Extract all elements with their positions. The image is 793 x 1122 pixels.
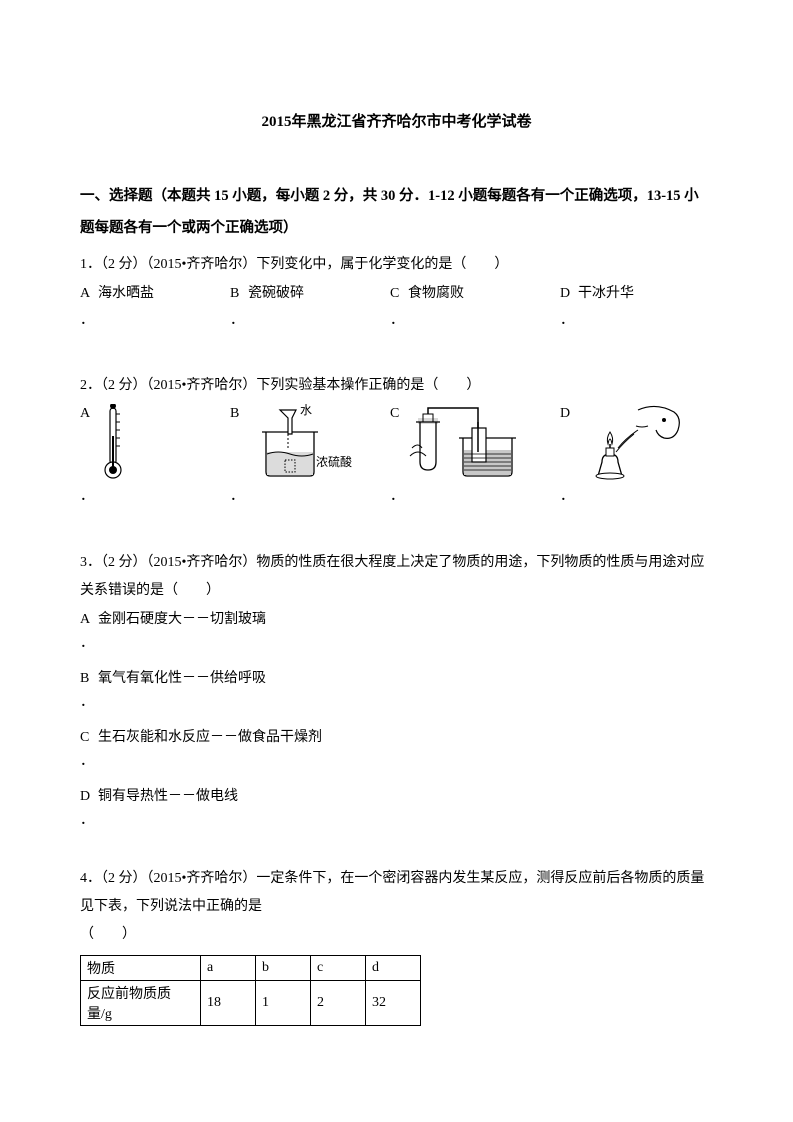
q1-option-c: C 食物腐败 [390, 281, 560, 306]
q3-options: A 金刚石硬度大－－切割玻璃 ． B 氧气有氧化性－－供给呼吸 ． C 生石灰能… [80, 607, 713, 833]
q3-option-b: B 氧气有氧化性－－供给呼吸 [80, 666, 713, 693]
q1-option-a: A 海水晒盐 [80, 281, 230, 306]
option-text: 食物腐败 [408, 281, 560, 306]
option-text: 干冰升华 [578, 281, 710, 306]
option-text: 海水晒盐 [98, 281, 230, 306]
dot: ． [560, 310, 710, 332]
option-letter: D [560, 404, 578, 422]
option-text: 生石灰能和水反应－－做食品干燥剂 [98, 725, 713, 752]
q4-table: 物质 a b c d 反应前物质质量/g 18 1 2 32 [80, 955, 421, 1026]
option-text: 瓷碗破碎 [248, 281, 390, 306]
table-cell: 反应前物质质量/g [81, 980, 201, 1025]
dot: ． [390, 310, 560, 332]
dot: ． [80, 486, 230, 508]
q1-stem: 1．（2 分）（2015•齐齐哈尔）下列变化中，属于化学变化的是（ ） [80, 251, 713, 279]
page-title: 2015年黑龙江省齐齐哈尔市中考化学试卷 [80, 110, 713, 131]
option-text: 铜有导热性－－做电线 [98, 784, 713, 811]
dot: ． [80, 692, 713, 714]
table-cell: d [366, 955, 421, 980]
option-letter: C [390, 404, 408, 422]
dot: ． [230, 486, 390, 508]
q2-dots: ． ． ． ． [80, 486, 713, 508]
q1-option-d: D 干冰升华 [560, 281, 710, 306]
q1-option-b: B 瓷碗破碎 [230, 281, 390, 306]
q2-option-d: D [560, 404, 710, 482]
table-cell: 物质 [81, 955, 201, 980]
q2-stem: 2．（2 分）（2015•齐齐哈尔）下列实验基本操作正确的是（ ） [80, 372, 713, 400]
dilute-acid-icon: 水 浓硫酸 [248, 404, 358, 482]
option-letter: B [230, 404, 248, 422]
option-letter: C [80, 725, 98, 752]
q3-option-c: C 生石灰能和水反应－－做食品干燥剂 [80, 725, 713, 752]
dot: ． [80, 810, 713, 832]
q2-option-c: C [390, 404, 560, 482]
q3-option-a: A 金刚石硬度大－－切割玻璃 [80, 607, 713, 634]
q2-option-a: A [80, 404, 230, 482]
blow-lamp-icon [578, 404, 688, 482]
option-text: 金刚石硬度大－－切割玻璃 [98, 607, 713, 634]
gas-collect-icon [408, 404, 528, 482]
table-cell: 18 [201, 980, 256, 1025]
dot: ． [560, 486, 710, 508]
option-letter: A [80, 404, 98, 422]
q4-stem-line2: （ ） [80, 921, 713, 949]
acid-label: 浓硫酸 [316, 454, 352, 469]
q1-options: A 海水晒盐 B 瓷碗破碎 C 食物腐败 D 干冰升华 [80, 281, 713, 306]
table-cell: b [256, 955, 311, 980]
section-heading: 一、选择题（本题共 15 小题，每小题 2 分，共 30 分．1-12 小题每题… [80, 181, 713, 245]
option-letter: B [230, 281, 248, 306]
dot: ． [80, 751, 713, 773]
option-letter: A [80, 281, 98, 306]
table-cell: a [201, 955, 256, 980]
q1-dots: ． ． ． ． [80, 310, 713, 332]
table-cell: c [311, 955, 366, 980]
dot: ． [390, 486, 560, 508]
option-letter: D [80, 784, 98, 811]
option-text: 氧气有氧化性－－供给呼吸 [98, 666, 713, 693]
table-cell: 1 [256, 980, 311, 1025]
dot: ． [80, 633, 713, 655]
table-cell: 2 [311, 980, 366, 1025]
q3-stem: 3．（2 分）（2015•齐齐哈尔）物质的性质在很大程度上决定了物质的用途，下列… [80, 549, 713, 605]
table-row: 物质 a b c d [81, 955, 421, 980]
q4-stem-line1: 4．（2 分）（2015•齐齐哈尔）一定条件下，在一个密闭容器内发生某反应，测得… [80, 865, 713, 921]
dot: ． [230, 310, 390, 332]
q2-options: A B [80, 404, 713, 482]
water-label: 水 [300, 404, 312, 417]
dot: ． [80, 310, 230, 332]
thermometer-icon [98, 404, 128, 482]
q3-option-d: D 铜有导热性－－做电线 [80, 784, 713, 811]
option-letter: D [560, 281, 578, 306]
option-letter: A [80, 607, 98, 634]
q2-option-b: B 水 浓硫酸 [230, 404, 390, 482]
option-letter: C [390, 281, 408, 306]
option-letter: B [80, 666, 98, 693]
table-row: 反应前物质质量/g 18 1 2 32 [81, 980, 421, 1025]
table-cell: 32 [366, 980, 421, 1025]
